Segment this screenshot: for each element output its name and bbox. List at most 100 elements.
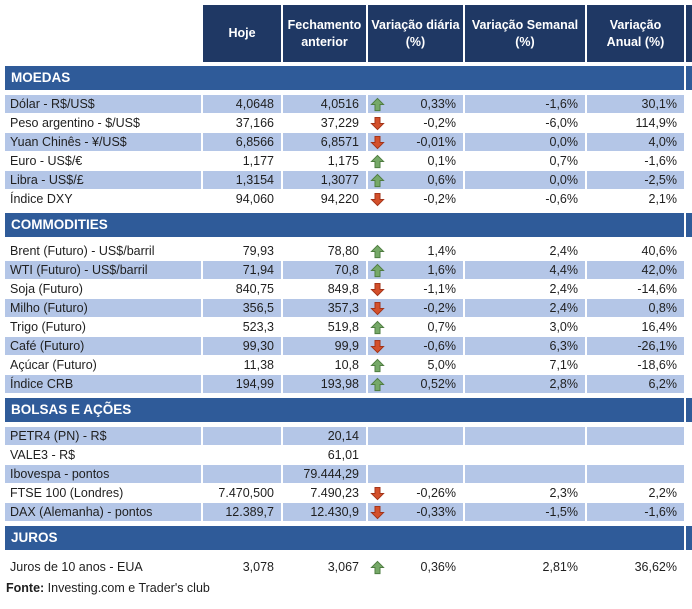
cell-fechamento-anterior: 849,8 (281, 280, 366, 299)
source-label: Fonte: (6, 581, 45, 595)
column-header-text: Variação diária (371, 18, 460, 33)
variacao-diaria-value: -0,01% (416, 135, 456, 149)
cell-variacao-semanal: 2,81% (463, 558, 585, 577)
table-header: Hoje Fechamento anterior Variação diária… (5, 5, 692, 62)
column-header-variacao-diaria: Variação diária (%) (366, 5, 463, 62)
table-row: Índice DXY 94,060 94,220 -0,2% -0,6% 2,1% (5, 190, 684, 209)
up-arrow-icon (370, 97, 385, 111)
table-row: Açúcar (Futuro) 11,38 10,8 5,0% 7,1% -18,6% (5, 356, 684, 375)
cell-instrument-label: Soja (Futuro) (5, 280, 201, 299)
cell-variacao-semanal: 0,7% (463, 152, 585, 171)
cell-variacao-diaria: 0,36% (366, 558, 463, 577)
cell-fechamento-anterior: 99,9 (281, 337, 366, 356)
variacao-diaria-value: -0,33% (416, 505, 456, 519)
table-row: PETR4 (PN) - R$ 20,14 (5, 427, 684, 446)
column-header-text: Fechamento (287, 18, 362, 33)
cell-variacao-anual: 2,1% (585, 190, 684, 209)
variacao-diaria-value: -0,6% (423, 339, 456, 353)
cell-hoje: 356,5 (201, 299, 281, 318)
cell-variacao-diaria: 0,33% (366, 95, 463, 114)
section-header-bolsas-e-a-es: BOLSAS E AÇÕES (5, 398, 692, 422)
cell-instrument-label: Libra - US$/£ (5, 171, 201, 190)
cell-variacao-anual: -14,6% (585, 280, 684, 299)
table-row: Milho (Futuro) 356,5 357,3 -0,2% 2,4% 0,8% (5, 299, 684, 318)
table-row: Yuan Chinês - ¥/US$ 6,8566 6,8571 -0,01% 0,0… (5, 133, 684, 152)
cell-variacao-anual (585, 427, 684, 446)
cell-variacao-semanal: 7,1% (463, 356, 585, 375)
cell-variacao-diaria: -0,01% (366, 133, 463, 152)
column-header-text: Anual (%) (606, 34, 665, 49)
cell-hoje: 6,8566 (201, 133, 281, 152)
cell-variacao-semanal: 0,0% (463, 171, 585, 190)
variacao-diaria-value: -0,2% (423, 192, 456, 206)
cell-hoje: 1,177 (201, 152, 281, 171)
cell-instrument-label: Euro - US$/€ (5, 152, 201, 171)
cell-variacao-diaria: -1,1% (366, 280, 463, 299)
cell-fechamento-anterior: 78,80 (281, 242, 366, 261)
cell-fechamento-anterior: 1,175 (281, 152, 366, 171)
up-arrow-icon (370, 154, 385, 168)
cell-variacao-diaria: -0,2% (366, 114, 463, 133)
cell-variacao-diaria: 1,6% (366, 261, 463, 280)
column-header-fechamento-anterior: Fechamento anterior (281, 5, 366, 62)
variacao-diaria-value: 1,6% (427, 263, 457, 277)
cell-variacao-anual: -18,6% (585, 356, 684, 375)
table-row: FTSE 100 (Londres) 7.470,500 7.490,23 -0,26… (5, 484, 684, 503)
cell-variacao-semanal: -1,5% (463, 503, 585, 522)
cell-instrument-label: Juros de 10 anos - EUA (5, 558, 201, 577)
cell-hoje: 79,93 (201, 242, 281, 261)
cell-hoje: 194,99 (201, 375, 281, 394)
cell-fechamento-anterior: 61,01 (281, 446, 366, 465)
cell-variacao-diaria: -0,6% (366, 337, 463, 356)
cell-fechamento-anterior: 1,3077 (281, 171, 366, 190)
variacao-diaria-value: 1,4% (427, 244, 457, 258)
cell-variacao-anual (585, 465, 684, 484)
column-header-text: (%) (515, 34, 535, 49)
down-arrow-icon (370, 116, 385, 130)
table-row: Café (Futuro) 99,30 99,9 -0,6% 6,3% -26,1% (5, 337, 684, 356)
cell-instrument-label: Açúcar (Futuro) (5, 356, 201, 375)
variacao-diaria-value: -0,2% (423, 116, 456, 130)
down-arrow-icon (370, 505, 385, 519)
section-moedas: MOEDAS Dólar - R$/US$ 4,0648 4,0516 0,33% -1,… (5, 66, 692, 209)
cell-variacao-semanal: -6,0% (463, 114, 585, 133)
cell-fechamento-anterior: 10,8 (281, 356, 366, 375)
down-arrow-icon (370, 486, 385, 500)
variacao-diaria-value: 0,52% (420, 377, 456, 391)
section-juros: JUROS Juros de 10 anos - EUA 3,078 3,067 0,3… (5, 526, 692, 577)
cell-instrument-label: Brent (Futuro) - US$/barril (5, 242, 201, 261)
cell-variacao-diaria: -0,33% (366, 503, 463, 522)
cell-hoje: 7.470,500 (201, 484, 281, 503)
financial-table: Hoje Fechamento anterior Variação diária… (5, 5, 692, 595)
cell-variacao-diaria: 0,1% (366, 152, 463, 171)
cell-instrument-label: VALE3 - R$ (5, 446, 201, 465)
cell-instrument-label: Índice CRB (5, 375, 201, 394)
cell-variacao-anual: 114,9% (585, 114, 684, 133)
cell-hoje: 99,30 (201, 337, 281, 356)
cell-variacao-diaria: 1,4% (366, 242, 463, 261)
cell-fechamento-anterior: 94,220 (281, 190, 366, 209)
cell-variacao-anual: 40,6% (585, 242, 684, 261)
column-header-text: Variação Semanal (471, 18, 579, 33)
section-header-moedas: MOEDAS (5, 66, 692, 90)
down-arrow-icon (370, 339, 385, 353)
cell-instrument-label: Dólar - R$/US$ (5, 95, 201, 114)
cell-instrument-label: Milho (Futuro) (5, 299, 201, 318)
cell-instrument-label: DAX (Alemanha) - pontos (5, 503, 201, 522)
up-arrow-icon (370, 560, 385, 574)
cell-variacao-semanal: -0,6% (463, 190, 585, 209)
cell-variacao-diaria (366, 465, 463, 484)
cell-variacao-diaria: -0,2% (366, 299, 463, 318)
cell-variacao-anual: -1,6% (585, 152, 684, 171)
cell-hoje: 94,060 (201, 190, 281, 209)
cell-instrument-label: FTSE 100 (Londres) (5, 484, 201, 503)
up-arrow-icon (370, 320, 385, 334)
cell-hoje: 12.389,7 (201, 503, 281, 522)
variacao-diaria-value: 5,0% (427, 358, 457, 372)
cell-hoje (201, 465, 281, 484)
up-arrow-icon (370, 358, 385, 372)
column-header-hoje: Hoje (201, 5, 281, 62)
cell-fechamento-anterior: 70,8 (281, 261, 366, 280)
cell-hoje: 840,75 (201, 280, 281, 299)
down-arrow-icon (370, 192, 385, 206)
